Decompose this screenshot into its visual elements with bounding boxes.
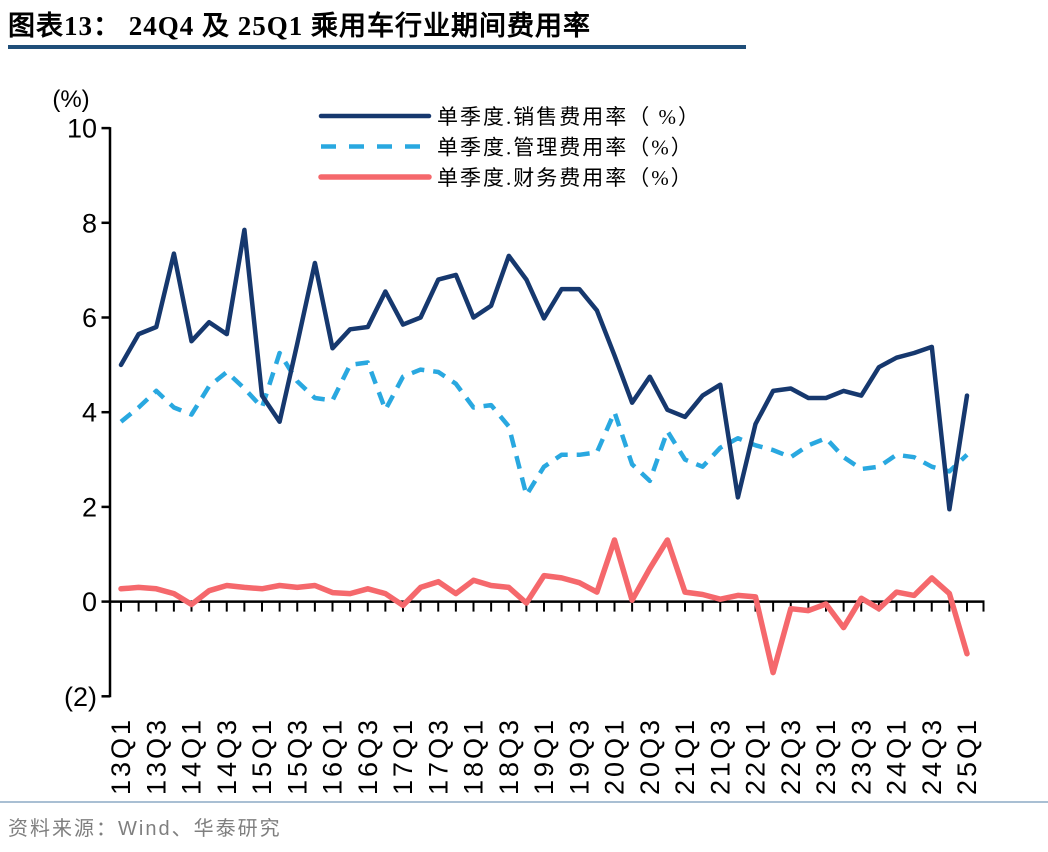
x-tick-label: 16Q1 xyxy=(318,717,348,795)
source-note: 资料来源：Wind、华泰研究 xyxy=(8,818,282,840)
y-tick-label: 10 xyxy=(67,114,97,144)
title-underline xyxy=(8,45,746,49)
x-tick-label: 16Q3 xyxy=(353,717,383,795)
y-tick-label: 2 xyxy=(82,492,97,522)
x-tick-label: 23Q1 xyxy=(811,717,841,795)
x-tick-label: 20Q1 xyxy=(600,717,630,795)
x-tick-label: 17Q3 xyxy=(423,717,453,795)
x-tick-label: 21Q3 xyxy=(705,717,735,795)
x-tick-label: 23Q3 xyxy=(846,717,876,795)
admin-expense-line xyxy=(119,350,969,498)
x-tick-label: 24Q3 xyxy=(917,717,947,795)
x-tick-label: 19Q1 xyxy=(529,717,559,795)
legend-item: 单季度.管理费用率（%） xyxy=(321,136,694,160)
y-tick-label: (2) xyxy=(64,682,97,712)
x-tick-label: 15Q3 xyxy=(282,717,312,795)
legend-label: 单季度.管理费用率（%） xyxy=(437,136,694,160)
figure-title: 图表13： 24Q4 及 25Q1 乘用车行业期间费用率 xyxy=(8,11,592,41)
x-tick-label: 14Q3 xyxy=(212,717,242,795)
x-tick-label: 21Q1 xyxy=(670,717,700,795)
legend-label: 单季度.销售费用率（ %） xyxy=(437,105,701,129)
y-tick-label: 4 xyxy=(82,398,97,428)
x-tick-label: 14Q1 xyxy=(177,717,207,795)
x-tick-label: 22Q1 xyxy=(741,717,771,795)
finance-expense-line xyxy=(118,537,970,676)
y-tick-label: 6 xyxy=(82,303,97,333)
series-lines xyxy=(118,227,970,676)
x-tick-label: 13Q1 xyxy=(106,717,136,795)
legend-item: 单季度.财务费用率（%） xyxy=(318,166,694,190)
x-tick-label: 15Q1 xyxy=(247,717,277,795)
sales-expense-line xyxy=(118,227,970,512)
legend: 单季度.销售费用率（ %） 单季度.管理费用率（%） 单季度.财务费用率（%） xyxy=(318,105,701,190)
y-tick-label: 8 xyxy=(82,208,97,238)
x-tick-label: 20Q3 xyxy=(635,717,665,795)
legend-item: 单季度.销售费用率（ %） xyxy=(318,105,701,129)
x-tick-label: 19Q3 xyxy=(564,717,594,795)
x-tick-label: 18Q3 xyxy=(494,717,524,795)
y-axis-unit-label: (%) xyxy=(52,86,89,113)
x-tick-label: 18Q1 xyxy=(459,717,489,795)
x-tick-label: 24Q1 xyxy=(882,717,912,795)
x-tick-label: 22Q3 xyxy=(776,717,806,795)
legend-label: 单季度.财务费用率（%） xyxy=(437,166,694,190)
x-tick-label: 25Q1 xyxy=(952,717,982,795)
x-tick-label: 13Q3 xyxy=(141,717,171,795)
y-tick-label: 0 xyxy=(82,587,97,617)
footer-divider xyxy=(0,801,1048,803)
axes: 10 8 6 4 2 0 (2) 13Q1 13Q3 14Q1 14Q3 15Q1 15Q3 16Q1 16… xyxy=(64,114,985,795)
x-tick-label: 17Q1 xyxy=(388,717,418,795)
